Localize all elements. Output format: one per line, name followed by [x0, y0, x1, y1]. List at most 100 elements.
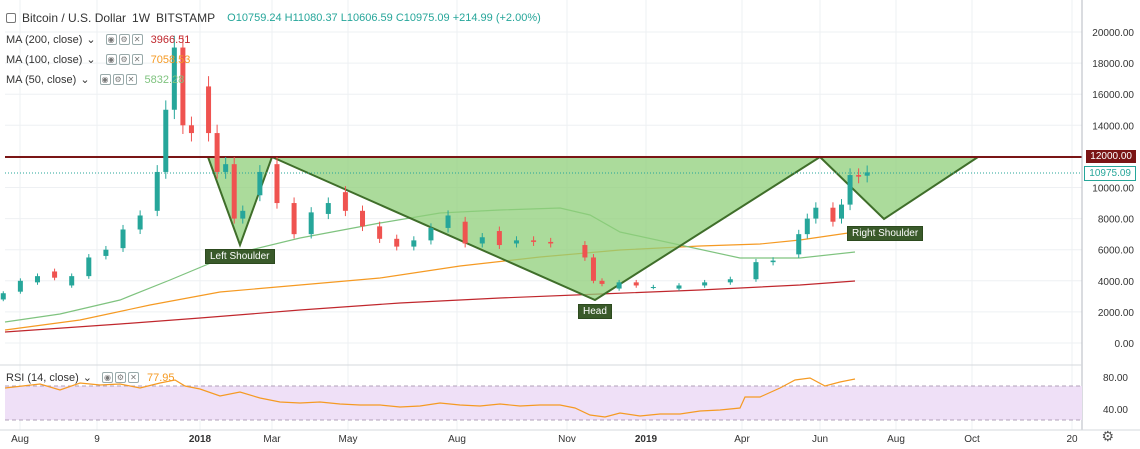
candle-body	[548, 241, 554, 244]
time-tick-label: May	[339, 434, 358, 445]
close-icon[interactable]: ✕	[131, 54, 143, 65]
time-tick-label: Aug	[11, 434, 29, 445]
candle-body	[839, 204, 845, 219]
candle-body	[616, 282, 622, 289]
settings-icon[interactable]: ⚙	[114, 372, 126, 383]
price-tick-label: 14000.00	[1092, 121, 1134, 132]
price-tick-label: 16000.00	[1092, 90, 1134, 101]
legend-rsi-value: 77.95	[146, 371, 175, 384]
candle-body	[214, 133, 220, 172]
chevron-down-icon[interactable]: ⌄	[86, 34, 96, 46]
candle-body	[0, 293, 6, 300]
candle-body	[231, 164, 237, 219]
time-tick-label: 2019	[635, 434, 658, 445]
ma-200-line	[4, 280, 856, 333]
legend-ma50[interactable]: MA (50, close) ⌄ ◉ ⚙ ✕ 5832.28	[6, 73, 185, 87]
ohlc-values: O10759.24 H11080.37 L10606.59 C10975.09 …	[227, 12, 541, 24]
legend-ma200[interactable]: MA (200, close) ⌄ ◉ ⚙ ✕ 3966.51	[6, 33, 191, 47]
legend-rsi[interactable]: RSI (14, close) ⌄ ◉ ⚙ ✕ 77.95	[6, 371, 175, 385]
settings-icon[interactable]: ⚙	[118, 54, 130, 65]
candle-body	[847, 175, 853, 205]
close-icon[interactable]: ✕	[131, 34, 143, 45]
candle-body	[633, 282, 639, 286]
chevron-down-icon[interactable]: ⌄	[86, 54, 96, 66]
candle-body	[599, 280, 605, 284]
candle-body	[163, 109, 169, 172]
symbol-header: Bitcoin / U.S. Dollar 1W BITSTAMP O10759…	[6, 11, 541, 25]
chevron-down-icon[interactable]: ⌄	[82, 372, 92, 384]
candle-body	[223, 164, 229, 172]
candle-body	[513, 240, 519, 244]
eye-icon[interactable]: ◉	[99, 74, 111, 85]
candle-body	[479, 237, 485, 244]
legend-ma50-value: 5832.28	[144, 73, 185, 86]
candle-body	[830, 207, 836, 222]
candle-body	[770, 260, 776, 263]
head-triangle	[271, 156, 824, 302]
legend-ma200-label: MA (200, close)	[6, 33, 83, 46]
candle-body	[257, 171, 263, 196]
high-value: H11080.37	[284, 12, 338, 24]
time-tick-label: 2018	[189, 434, 212, 445]
legend-ma100-value: 7058.53	[150, 53, 191, 66]
candle-body	[676, 285, 682, 289]
eye-icon[interactable]: ◉	[105, 54, 117, 65]
candle-body	[342, 192, 348, 211]
chevron-down-icon[interactable]: ⌄	[80, 74, 90, 86]
close-icon[interactable]: ✕	[125, 74, 137, 85]
candle-body	[360, 210, 366, 227]
settings-gear-icon[interactable]: ⚙	[1101, 428, 1114, 444]
time-tick-label: Apr	[734, 434, 750, 445]
candle-body	[864, 172, 870, 176]
settings-icon[interactable]: ⚙	[112, 74, 124, 85]
collapse-icon[interactable]	[6, 13, 16, 23]
settings-icon[interactable]: ⚙	[118, 34, 130, 45]
candle-body	[377, 226, 383, 239]
time-tick-label: Jun	[812, 434, 828, 445]
time-tick-label: 20	[1066, 434, 1078, 445]
low-value: L10606.59	[340, 12, 393, 24]
candle-body	[428, 227, 434, 241]
time-tick-label: 9	[94, 434, 100, 445]
candle-body	[496, 231, 502, 246]
open-value: O10759.24	[227, 12, 282, 24]
right-shoulder-label: Right Shoulder	[847, 226, 924, 241]
candle-body	[180, 47, 186, 126]
price-tick-label: 4000.00	[1098, 277, 1135, 288]
candle-body	[702, 282, 708, 286]
candle-body	[590, 257, 596, 281]
resistance-price-tag: 12000.00	[1086, 150, 1136, 163]
time-axis[interactable]: Aug 9 2018 Mar May Aug Nov 2019 Apr Jun Aug Oct 20	[11, 434, 1078, 445]
price-tick-label: 8000.00	[1098, 215, 1135, 226]
eye-icon[interactable]: ◉	[105, 34, 117, 45]
candle-body	[531, 240, 537, 242]
close-icon[interactable]: ✕	[127, 372, 139, 383]
legend-ma50-label: MA (50, close)	[6, 73, 77, 86]
left-shoulder-label: Left Shoulder	[205, 249, 275, 264]
candle-body	[582, 245, 588, 258]
legend-ma100[interactable]: MA (100, close) ⌄ ◉ ⚙ ✕ 7058.53	[6, 53, 191, 67]
price-axis[interactable]: 20000.0018000.0016000.0014000.0012000.00…	[1092, 28, 1134, 350]
candle-body	[120, 229, 126, 249]
candle-body	[753, 262, 759, 280]
price-tick-label: 6000.00	[1098, 246, 1135, 257]
time-tick-label: Oct	[964, 434, 980, 445]
symbol-title[interactable]: Bitcoin / U.S. Dollar	[22, 11, 127, 25]
candle-body	[17, 280, 23, 292]
candle-body	[411, 240, 417, 247]
candle-body	[650, 287, 656, 289]
candle-body	[188, 125, 194, 134]
eye-icon[interactable]: ◉	[101, 372, 113, 383]
legend-ma200-value: 3966.51	[150, 33, 191, 46]
symbol-interval[interactable]: 1W	[132, 11, 151, 25]
candle-body	[103, 249, 109, 256]
symbol-exchange[interactable]: BITSTAMP	[156, 11, 216, 25]
candle-body	[69, 276, 75, 286]
candles-group	[0, 35, 870, 302]
candle-body	[34, 276, 40, 283]
price-tick-label: 10000.00	[1092, 184, 1134, 195]
time-tick-label: Aug	[448, 434, 466, 445]
candle-body	[804, 218, 810, 235]
rsi-level-80-label: 80.00	[1102, 373, 1128, 384]
